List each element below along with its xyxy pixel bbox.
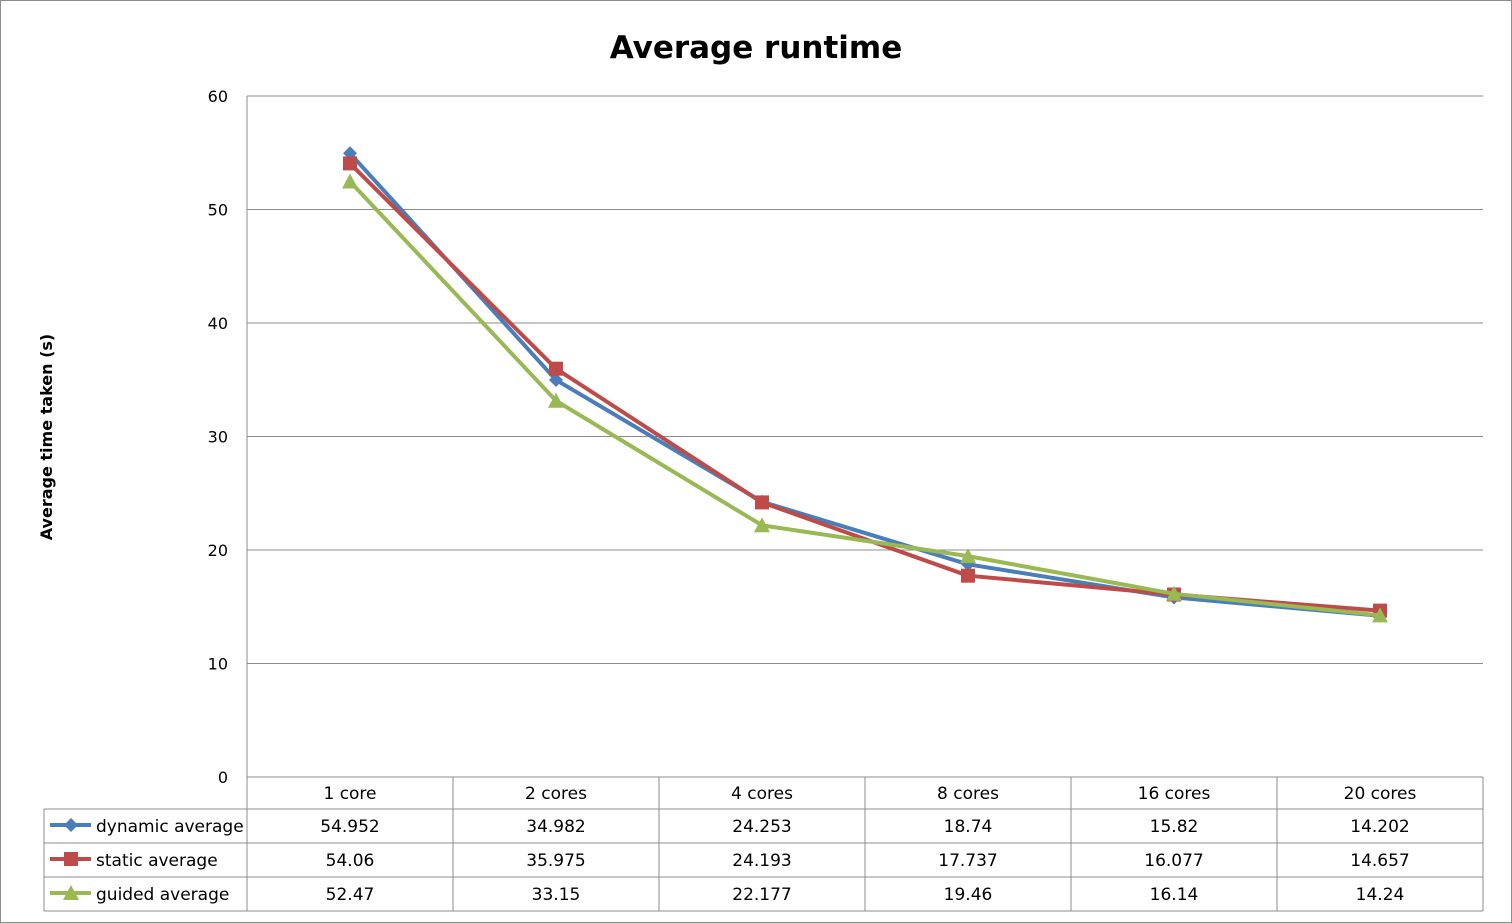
chart-title: Average runtime — [610, 30, 903, 66]
table-value: 35.975 — [526, 851, 585, 871]
series-line — [348, 151, 1381, 618]
series-0 — [343, 146, 1387, 623]
table-value: 14.657 — [1350, 851, 1409, 871]
table-value: 33.15 — [532, 885, 581, 905]
y-tick-label: 60 — [208, 87, 228, 106]
y-axis-label: Average time taken (s) — [37, 334, 56, 541]
table-value: 18.74 — [944, 817, 993, 837]
legend-key-marker — [64, 852, 78, 866]
data-point — [343, 156, 357, 171]
data-point — [1166, 585, 1182, 601]
data-table: 1 core 2 cores 4 cores 8 cores 16 cores 20 co… — [43, 776, 1484, 912]
data-point — [1372, 607, 1388, 623]
y-tick-label: 20 — [208, 541, 228, 560]
y-tick-labels: 0 10 20 30 40 50 60 — [208, 87, 228, 787]
table-value: 16.14 — [1150, 885, 1199, 905]
table-value: 14.24 — [1356, 885, 1405, 905]
series-1 — [343, 156, 1387, 618]
data-point — [755, 495, 769, 510]
legend-key-marker — [63, 885, 79, 900]
category-label: 8 cores — [937, 784, 999, 804]
table-value: 24.253 — [732, 817, 791, 837]
series-lines — [342, 146, 1388, 623]
y-tick-label: 10 — [208, 655, 228, 674]
data-point — [754, 517, 770, 533]
legend-series-name: guided average — [96, 885, 229, 905]
table-value: 14.202 — [1350, 817, 1409, 837]
table-value: 34.982 — [526, 817, 585, 837]
series-line — [348, 162, 1381, 613]
y-tick-label: 0 — [218, 768, 228, 787]
legend-series-name: dynamic average — [96, 817, 244, 837]
y-tick-label: 50 — [208, 201, 228, 220]
legend-series-name: static average — [96, 851, 218, 871]
data-point — [549, 361, 563, 376]
table-value: 19.46 — [944, 885, 993, 905]
data-point — [961, 568, 975, 583]
category-label: 1 core — [323, 784, 376, 804]
data-point — [960, 548, 976, 564]
category-label: 4 cores — [731, 784, 793, 804]
data-point — [549, 372, 563, 387]
y-tick-label: 30 — [208, 428, 228, 447]
category-label: 16 cores — [1138, 784, 1211, 804]
gridlines — [246, 95, 1483, 777]
table-value: 22.177 — [732, 885, 791, 905]
data-point — [342, 173, 358, 189]
table-value: 15.82 — [1150, 817, 1199, 837]
table-value: 54.06 — [326, 851, 375, 871]
table-value: 24.193 — [732, 851, 791, 871]
table-value: 54.952 — [320, 817, 379, 837]
series-2 — [342, 173, 1388, 623]
y-tick-label: 40 — [208, 314, 228, 333]
category-label: 20 cores — [1344, 784, 1417, 804]
table-value: 52.47 — [326, 885, 375, 905]
category-label: 2 cores — [525, 784, 587, 804]
series-line — [348, 180, 1381, 618]
table-value: 16.077 — [1144, 851, 1203, 871]
legend-key-marker — [64, 818, 78, 832]
table-value: 17.737 — [938, 851, 997, 871]
data-point — [548, 392, 564, 408]
